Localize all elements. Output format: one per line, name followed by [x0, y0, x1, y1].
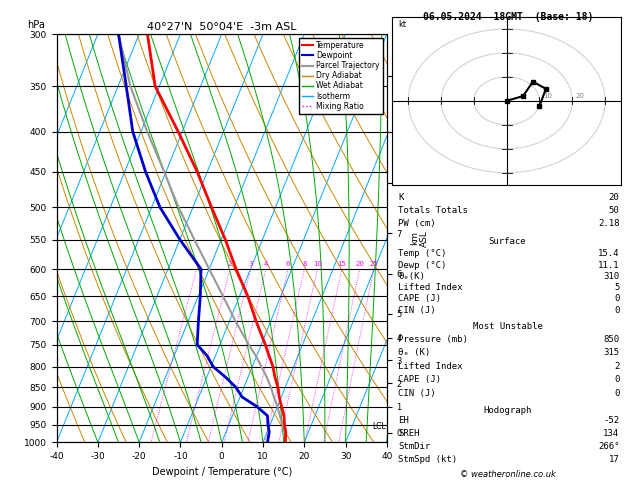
Text: Pressure (mb): Pressure (mb)	[398, 334, 468, 344]
Text: 10: 10	[543, 93, 552, 100]
X-axis label: Dewpoint / Temperature (°C): Dewpoint / Temperature (°C)	[152, 467, 292, 477]
Text: Lifted Index: Lifted Index	[398, 362, 463, 371]
Text: 0: 0	[614, 389, 620, 398]
Text: Totals Totals: Totals Totals	[398, 206, 468, 215]
Text: CIN (J): CIN (J)	[398, 306, 436, 315]
Text: 266°: 266°	[598, 442, 620, 451]
Text: PW (cm): PW (cm)	[398, 219, 436, 228]
Text: 0: 0	[614, 295, 620, 303]
Text: 6: 6	[286, 261, 291, 267]
Text: StmDir: StmDir	[398, 442, 430, 451]
Text: 06.05.2024  18GMT  (Base: 18): 06.05.2024 18GMT (Base: 18)	[423, 12, 594, 22]
Text: hPa: hPa	[27, 20, 45, 30]
Text: 2.18: 2.18	[598, 219, 620, 228]
Text: 0: 0	[614, 375, 620, 384]
Text: 50: 50	[609, 206, 620, 215]
Text: 4: 4	[264, 261, 268, 267]
Text: 850: 850	[603, 334, 620, 344]
Text: Lifted Index: Lifted Index	[398, 283, 463, 292]
Text: 20: 20	[576, 93, 584, 100]
Text: 2: 2	[228, 261, 232, 267]
Text: © weatheronline.co.uk: © weatheronline.co.uk	[460, 469, 555, 479]
Text: θₑ (K): θₑ (K)	[398, 348, 430, 357]
Text: Hodograph: Hodograph	[484, 406, 532, 415]
Text: CAPE (J): CAPE (J)	[398, 295, 441, 303]
Text: 310: 310	[603, 272, 620, 281]
Text: 2: 2	[614, 362, 620, 371]
Text: EH: EH	[398, 416, 409, 425]
Legend: Temperature, Dewpoint, Parcel Trajectory, Dry Adiabat, Wet Adiabat, Isotherm, Mi: Temperature, Dewpoint, Parcel Trajectory…	[299, 38, 383, 114]
Text: Temp (°C): Temp (°C)	[398, 249, 447, 258]
Text: Dewp (°C): Dewp (°C)	[398, 260, 447, 270]
Text: CAPE (J): CAPE (J)	[398, 375, 441, 384]
Text: 1: 1	[194, 261, 199, 267]
Text: 134: 134	[603, 429, 620, 438]
Text: K: K	[398, 193, 404, 202]
Text: LCL: LCL	[372, 422, 386, 431]
Text: 315: 315	[603, 348, 620, 357]
Y-axis label: km
ASL: km ASL	[410, 230, 429, 246]
Text: 8: 8	[302, 261, 307, 267]
Title: 40°27'N  50°04'E  -3m ASL: 40°27'N 50°04'E -3m ASL	[147, 22, 296, 32]
Text: 17: 17	[609, 455, 620, 464]
Text: StmSpd (kt): StmSpd (kt)	[398, 455, 457, 464]
Text: 5: 5	[614, 283, 620, 292]
Text: 10: 10	[313, 261, 322, 267]
Text: Surface: Surface	[489, 237, 526, 245]
Text: 15: 15	[337, 261, 346, 267]
Text: 25: 25	[369, 261, 378, 267]
Text: 20: 20	[609, 193, 620, 202]
Text: SREH: SREH	[398, 429, 420, 438]
Text: -52: -52	[603, 416, 620, 425]
Text: 20: 20	[355, 261, 364, 267]
Text: CIN (J): CIN (J)	[398, 389, 436, 398]
Text: 0: 0	[614, 306, 620, 315]
Text: Most Unstable: Most Unstable	[472, 322, 543, 330]
Text: 11.1: 11.1	[598, 260, 620, 270]
Text: 15.4: 15.4	[598, 249, 620, 258]
Text: θₑ(K): θₑ(K)	[398, 272, 425, 281]
Text: 3: 3	[248, 261, 253, 267]
Text: kt: kt	[398, 19, 406, 29]
